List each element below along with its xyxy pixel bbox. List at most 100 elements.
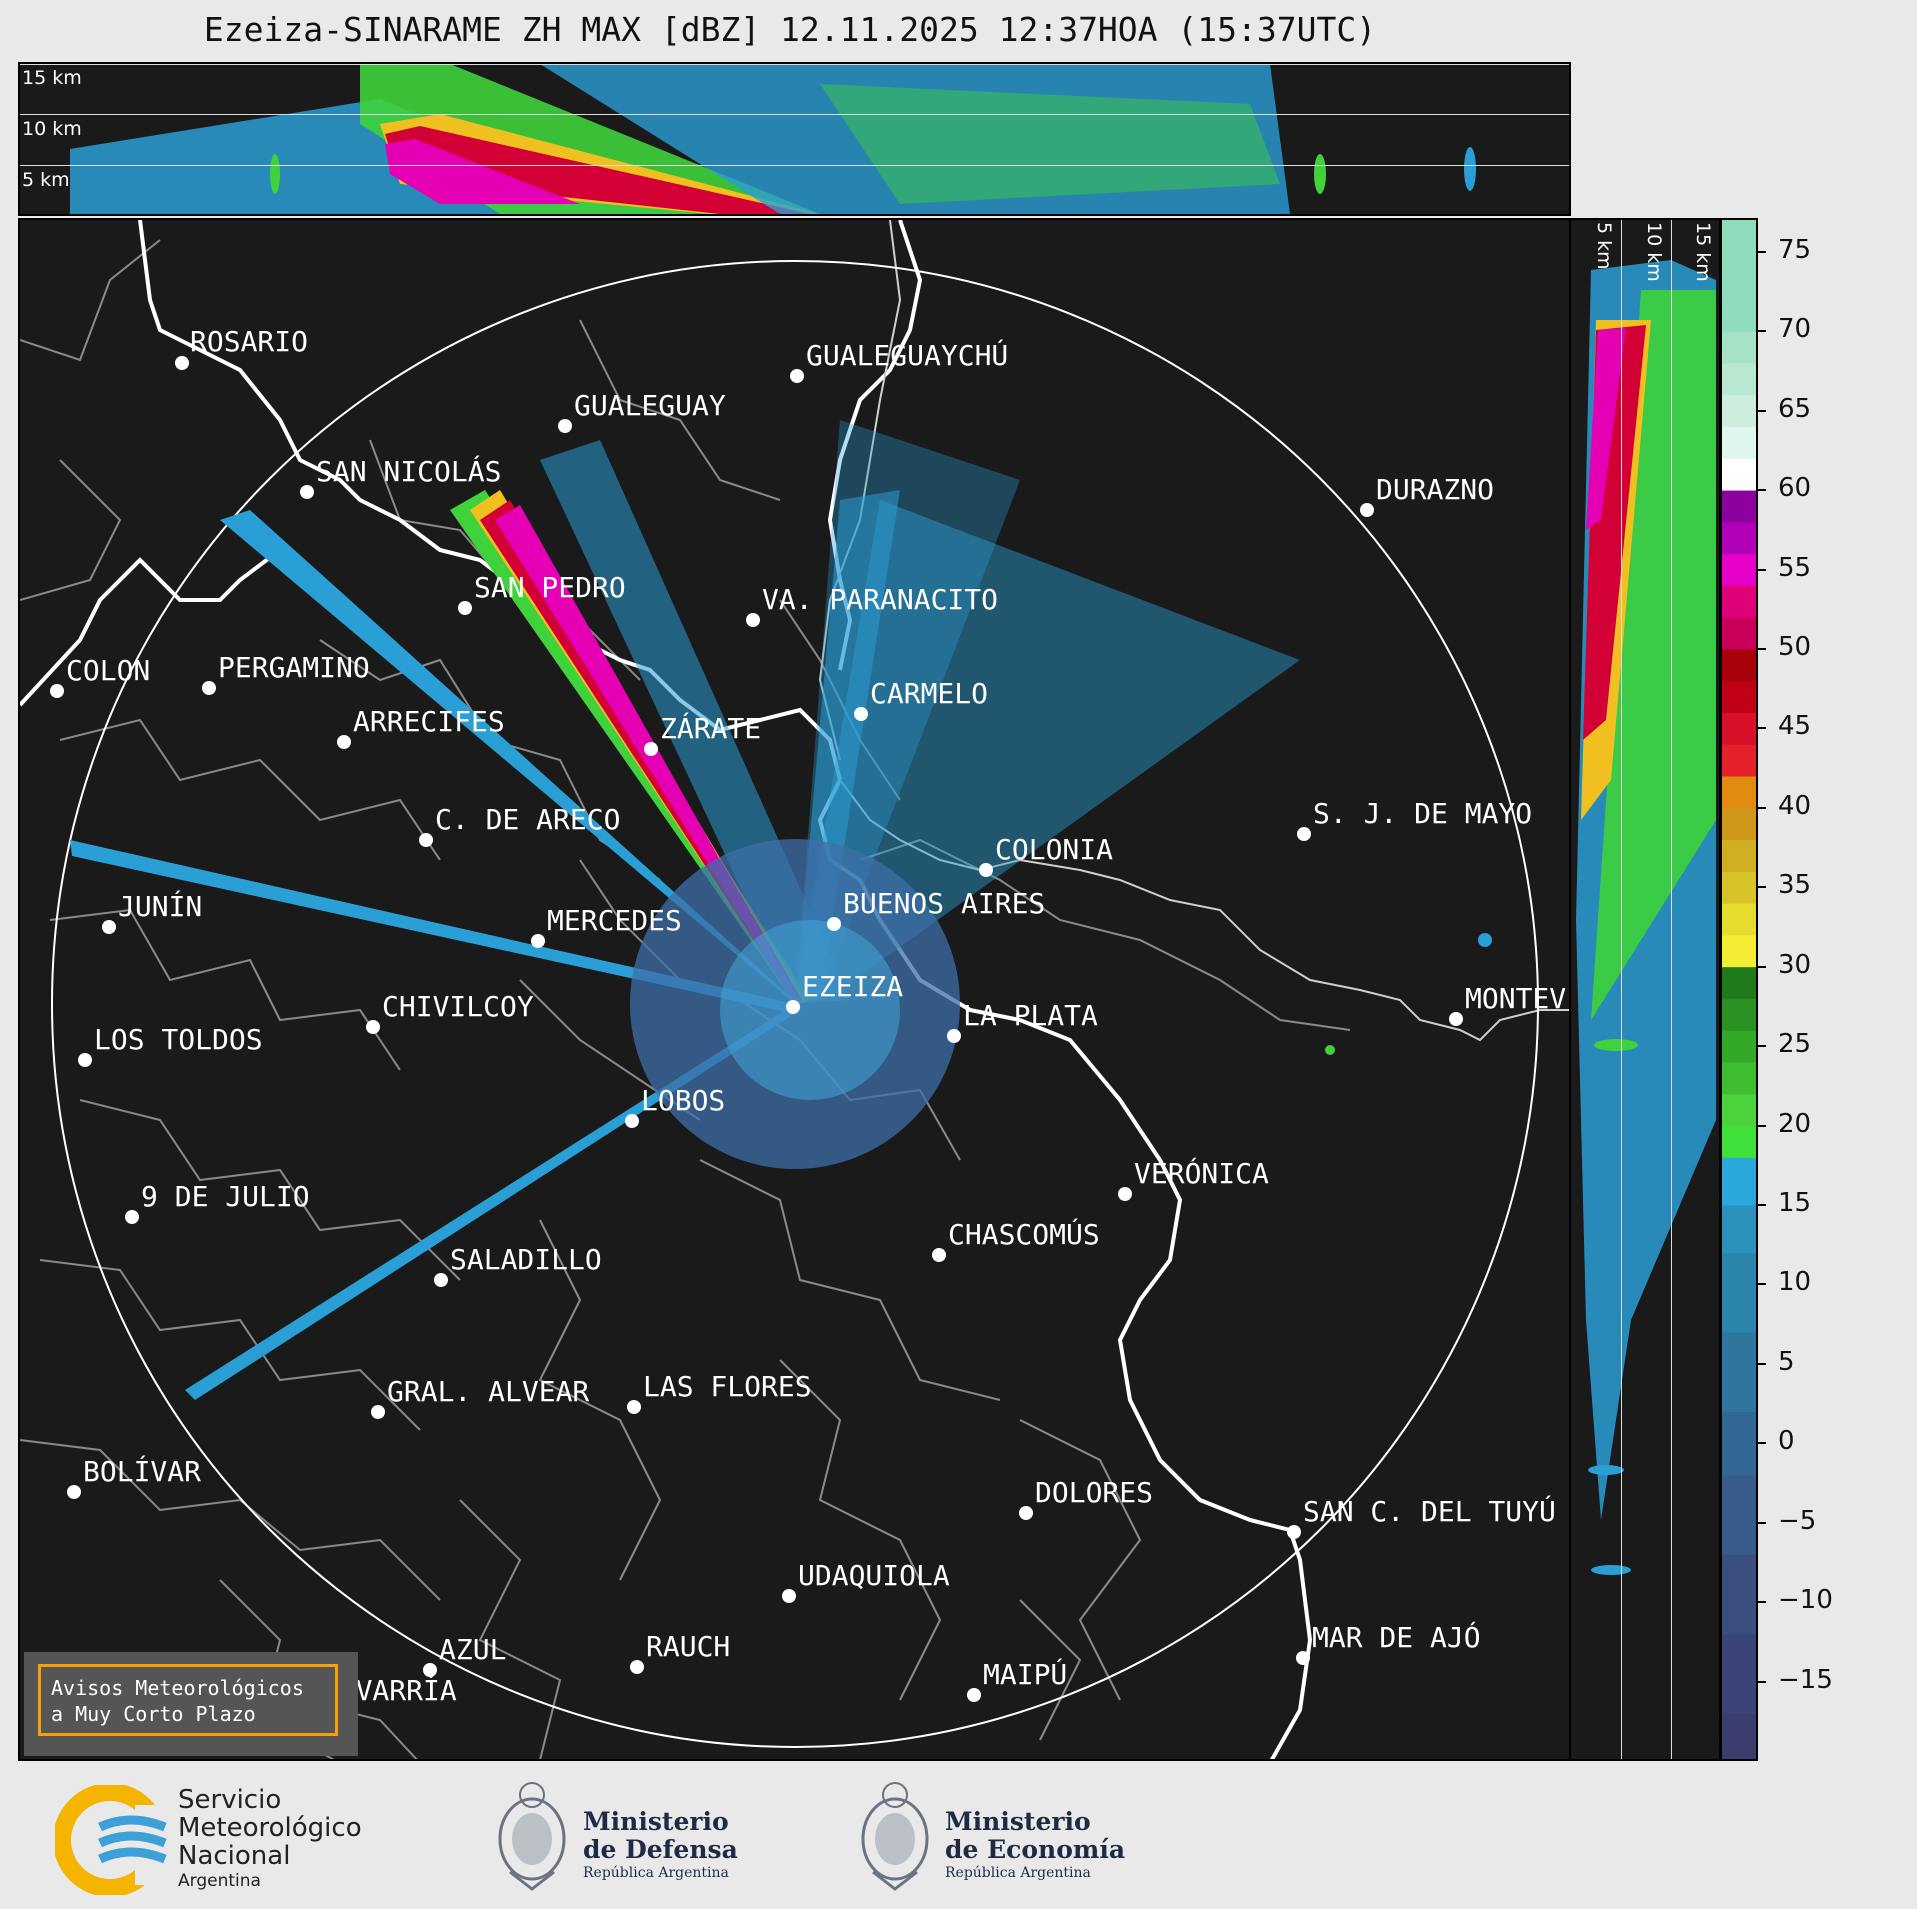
colorbar-tick-label: 60 [1778, 473, 1812, 504]
city-marker [175, 356, 189, 370]
colorbar-band [1722, 744, 1756, 777]
city-marker [202, 681, 216, 695]
city-label: S. J. DE MAYO [1313, 797, 1533, 830]
city-marker [1449, 1012, 1463, 1026]
city-marker [746, 613, 760, 627]
city-marker [102, 920, 116, 934]
city-label: CHIVILCOY [382, 990, 534, 1023]
colorbar-band [1722, 1125, 1756, 1158]
colorbar-band [1722, 1157, 1756, 1206]
colorbar-tick-label: 15 [1778, 1187, 1812, 1218]
colorbar-tick-label: 20 [1778, 1108, 1812, 1139]
warning-notice-box[interactable]: Avisos Meteorológicos a Muy Corto Plazo [38, 1664, 338, 1736]
range-ring [51, 260, 1539, 1748]
city-marker [1297, 827, 1311, 841]
defensa-logo-line-1: Ministerio [583, 1807, 729, 1836]
colorbar-band [1722, 839, 1756, 872]
city-label: BUENOS AIRES [843, 887, 1046, 920]
colorbar-tick-label: −5 [1778, 1505, 1817, 1536]
colorbar-tick-label: 35 [1778, 870, 1812, 901]
city-marker [1118, 1187, 1132, 1201]
city-marker [979, 863, 993, 877]
city-label: CHASCOMÚS [948, 1218, 1100, 1251]
notice-line-1: Avisos Meteorológicos [51, 1676, 304, 1700]
city-marker [854, 707, 868, 721]
city-label: ARRECIFES [353, 705, 505, 738]
city-marker [932, 1248, 946, 1262]
notice-line-2: a Muy Corto Plazo [51, 1702, 256, 1726]
colorbar-band [1722, 807, 1756, 841]
colorbar-tick-label: 65 [1778, 393, 1812, 424]
smn-logo-line-1: Servicio [178, 1785, 282, 1815]
smn-logo-line-2: Meteorológico [178, 1813, 362, 1843]
city-marker [531, 934, 545, 948]
city-marker [625, 1114, 639, 1128]
economia-logo-line-3: República Argentina [945, 1865, 1091, 1881]
colorbar-tick-label: 70 [1778, 314, 1812, 345]
city-marker [371, 1405, 385, 1419]
city-marker [78, 1053, 92, 1067]
city-label: MAIPÚ [983, 1658, 1068, 1691]
radar-map-graphics [20, 220, 1569, 1759]
city-marker [947, 1029, 961, 1043]
colorbar-band [1722, 458, 1756, 491]
colorbar-band [1722, 934, 1756, 968]
height-label-15km: 15 km [22, 67, 82, 89]
city-marker [434, 1273, 448, 1287]
city-marker [125, 1210, 139, 1224]
warning-notice[interactable]: Avisos Meteorológicos a Muy Corto Plazo [24, 1652, 358, 1756]
colorbar-band [1722, 903, 1756, 936]
top-cross-section-echoes [70, 64, 1476, 214]
radar-map[interactable]: ROSARIO GUALEGUAYCHÚ GUALEGUAY SAN NICOL… [18, 218, 1571, 1761]
city-label: LA PLATA [963, 999, 1098, 1032]
footer-logos: Servicio Meteorológico Nacional Argentin… [0, 1765, 1917, 1909]
colorbar-band [1722, 220, 1756, 332]
city-label: GRAL. ALVEAR [387, 1375, 590, 1408]
city-label: C. DE ARECO [435, 803, 621, 836]
colorbar-band [1722, 1713, 1756, 1759]
colorbar-band [1722, 1204, 1756, 1254]
city-label: AZUL [439, 1633, 507, 1666]
smn-logo-line-3: Nacional [178, 1841, 291, 1871]
colorbar-band [1722, 585, 1756, 618]
argentina-coat-of-arms-icon [861, 1782, 929, 1891]
colorbar-tick-label: 75 [1778, 234, 1812, 265]
colorbar-band [1722, 1061, 1756, 1095]
side-cross-section-echoes [1576, 260, 1716, 1575]
colorbar-band [1722, 426, 1756, 459]
height-line-5km [20, 165, 1569, 166]
colorbar-band [1722, 362, 1756, 396]
colorbar-band [1722, 998, 1756, 1031]
city-label: SAN PEDRO [474, 571, 626, 604]
colorbar-band [1722, 966, 1756, 999]
economia-logo-line-2: de Economía [945, 1835, 1126, 1864]
colorbar-tick-label: 0 [1778, 1426, 1795, 1457]
city-marker [627, 1400, 641, 1414]
radar-site-marker [786, 1000, 800, 1014]
city-label: PERGAMINO [218, 651, 370, 684]
colorbar-band [1722, 1554, 1756, 1635]
city-marker [423, 1663, 437, 1677]
height-label-5km: 5 km [22, 169, 70, 191]
colorbar-band [1722, 712, 1756, 745]
colorbar-tick-label: −10 [1778, 1585, 1833, 1616]
height-label-10km: 10 km [22, 118, 82, 140]
colorbar-band [1722, 521, 1756, 555]
defensa-logo-line-3: República Argentina [583, 1865, 729, 1881]
city-label: JUNÍN [118, 890, 203, 923]
city-marker [458, 601, 472, 615]
colorbar-band [1722, 1475, 1756, 1555]
city-label: LOBOS [641, 1084, 726, 1117]
colorbar-tick-label: 25 [1778, 1029, 1812, 1060]
city-marker [300, 485, 314, 499]
city-label: DURAZNO [1376, 473, 1495, 506]
city-label: DOLORES [1035, 1476, 1154, 1509]
height-label-15km: 15 km [1692, 222, 1714, 282]
city-label: VERÓNICA [1134, 1157, 1269, 1190]
city-label: SAN NICOLÁS [316, 455, 502, 488]
height-line-10km [20, 114, 1569, 115]
height-line-5km [1621, 220, 1622, 1759]
colorbar-band [1722, 1633, 1756, 1714]
colorbar-tick-label: 30 [1778, 949, 1812, 980]
city-marker [50, 684, 64, 698]
